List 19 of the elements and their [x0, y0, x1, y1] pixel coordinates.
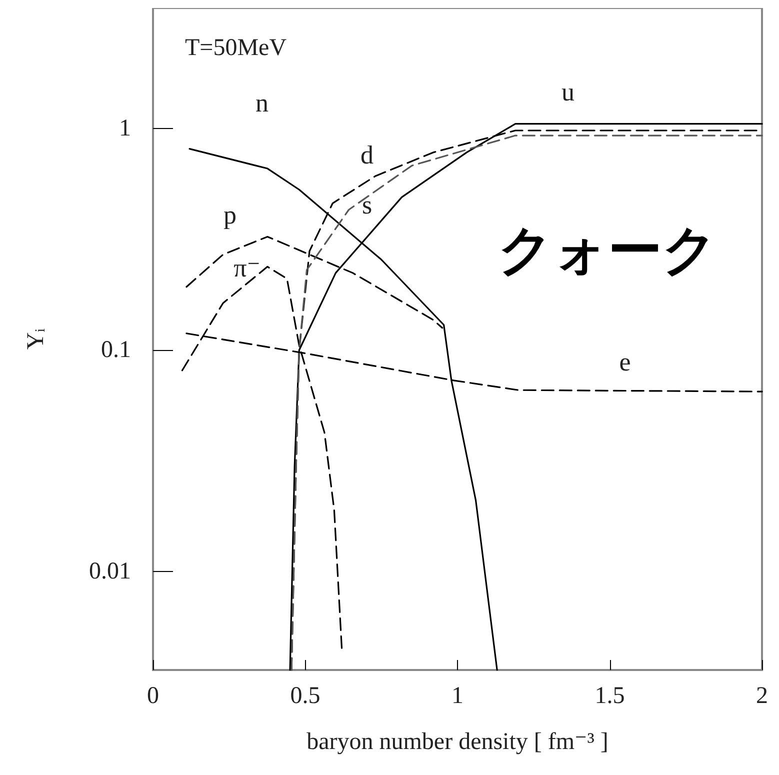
annotation: T=50MeV: [185, 35, 288, 61]
annotation: d: [360, 140, 374, 170]
y-tick-label: 0.01: [89, 558, 131, 585]
annotation: π⁻: [234, 254, 260, 282]
x-tick-label: 1: [452, 683, 464, 709]
x-axis-title: baryon number density [ fm⁻³ ]: [306, 729, 608, 755]
annotation: クォーク: [498, 218, 717, 282]
annotation: e: [619, 348, 631, 376]
x-tick-label: 0: [147, 683, 159, 709]
y-tick-label: 0.1: [101, 337, 131, 364]
y-axis-title: Yi: [23, 328, 49, 350]
x-tick-label: 2: [756, 683, 768, 709]
annotation: n: [256, 88, 268, 118]
x-tick-label: 1.5: [594, 683, 625, 709]
annotation: s: [362, 190, 372, 220]
annotation: u: [562, 78, 574, 106]
annotation: p: [224, 200, 236, 230]
y-tick-label: 1: [119, 116, 131, 142]
x-tick-label: 0.5: [290, 683, 320, 709]
